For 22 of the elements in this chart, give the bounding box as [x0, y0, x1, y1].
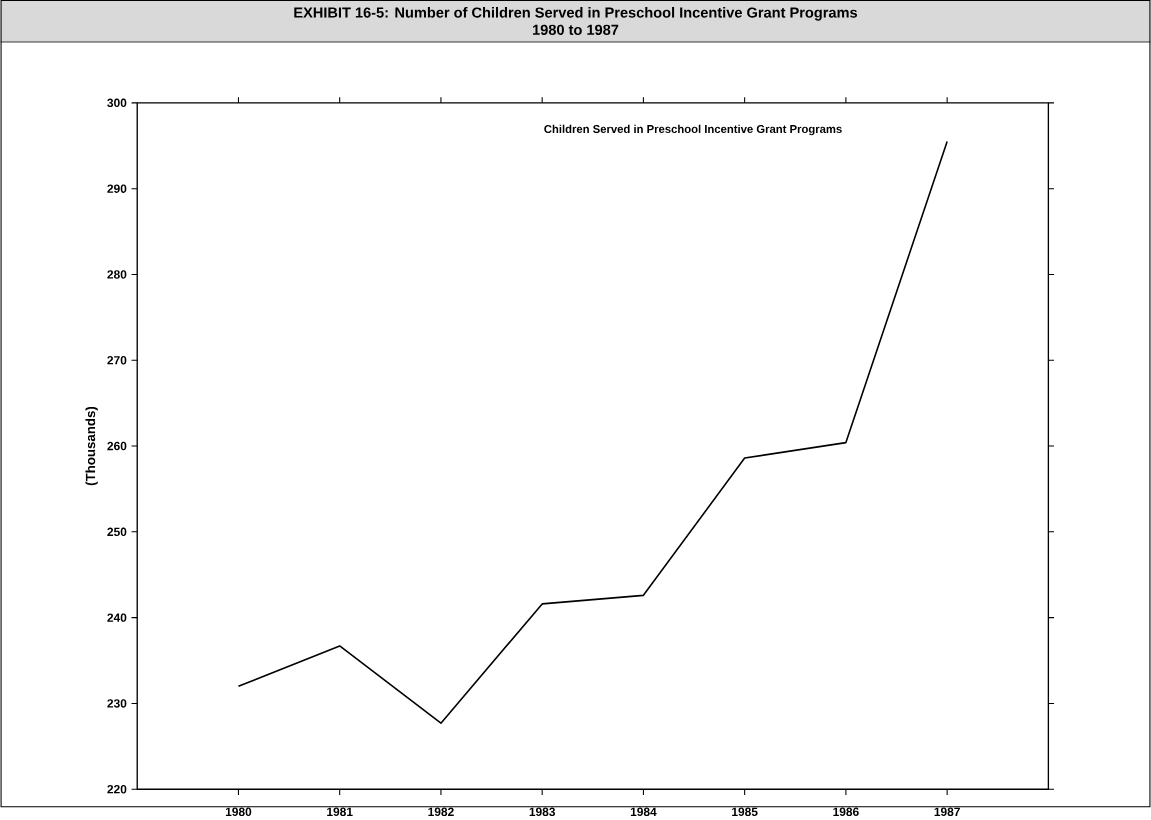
x-tick-label: 1986 — [833, 807, 859, 816]
x-tick-label: 1987 — [934, 807, 960, 816]
y-tick-label: 300 — [107, 98, 127, 107]
y-tick-label: 280 — [107, 269, 127, 279]
annotation: Children Served in Preschool Incentive Grant Programs — [544, 124, 842, 136]
y-tick-label: 240 — [107, 613, 127, 622]
y-tick-label: 260 — [107, 441, 127, 451]
y-tick-label: 270 — [107, 355, 127, 365]
chart-title: EXHIBIT 16-5: Number of Children Served in Preschool Incentive Grant Programs — [294, 6, 858, 21]
y-tick-label: 220 — [107, 784, 127, 794]
y-tick-label: 250 — [107, 527, 127, 536]
y-tick-label: 230 — [107, 698, 127, 708]
x-tick-label: 1981 — [327, 807, 353, 816]
x-tick-label: 1985 — [732, 807, 758, 816]
x-tick-label: 1983 — [529, 807, 556, 816]
x-tick-label: 1982 — [428, 807, 454, 816]
x-tick-label: 1984 — [630, 807, 657, 816]
x-tick-label: 1980 — [225, 807, 252, 816]
y-tick-label: 290 — [107, 184, 127, 193]
chart-subtitle: 1980 to 1987 — [532, 24, 619, 35]
y-axis-title: (Thousands) — [85, 406, 98, 485]
line-series — [237, 140, 948, 724]
